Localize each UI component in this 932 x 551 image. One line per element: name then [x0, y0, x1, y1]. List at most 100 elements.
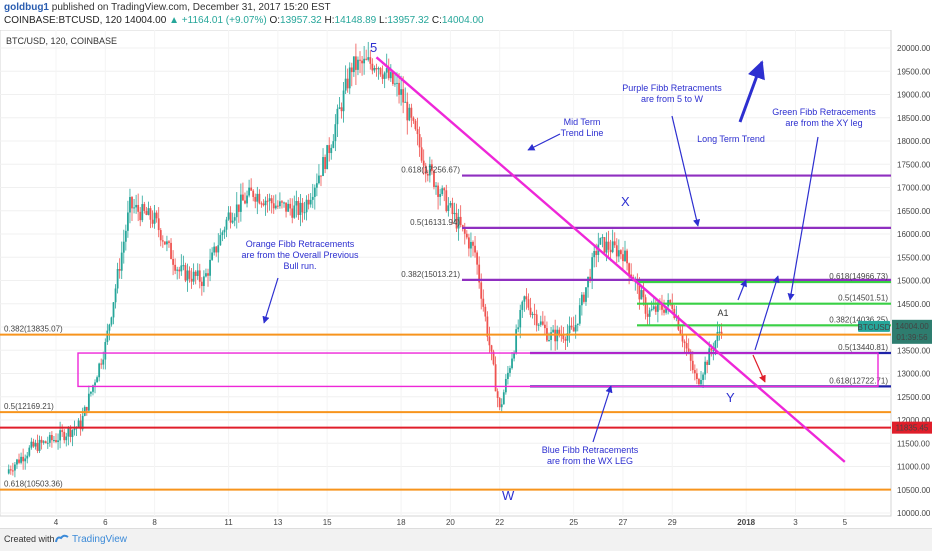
candle-body: [161, 240, 164, 242]
candle-body: [348, 67, 351, 89]
candle-body: [480, 282, 483, 299]
candle-body: [375, 67, 378, 70]
candle-body: [509, 368, 511, 373]
y-tick-label: 17000.00: [897, 184, 931, 193]
candle-body: [239, 194, 242, 212]
candle-body: [274, 205, 277, 209]
candle-body: [178, 269, 181, 272]
x-tick-label: 29: [668, 518, 677, 527]
candle-body: [572, 327, 575, 332]
candle-body: [301, 202, 304, 213]
candle-body: [293, 205, 296, 218]
candle-body: [622, 254, 624, 262]
fib-label-blue: 0.5(13440.81): [838, 343, 888, 352]
wave-label-5: 5: [370, 40, 377, 55]
candle-body: [153, 212, 156, 224]
annotation-trend: Trend Line: [561, 128, 604, 138]
fib-label-orange: 0.382(13835.07): [4, 325, 63, 334]
x-tick-label: 18: [397, 518, 406, 527]
candle-body: [38, 439, 41, 451]
price-chart[interactable]: BTC/USD, 120, COINBASE 0.382(13835.07)0.…: [0, 30, 932, 528]
candle-body: [369, 57, 372, 64]
fib-label-purple: 0.618(17256.67): [401, 166, 460, 175]
candle-body: [96, 377, 98, 383]
candle-body: [355, 56, 357, 70]
candle-body: [492, 351, 495, 365]
candle-body: [24, 458, 27, 462]
candle-body: [85, 406, 88, 411]
x-tick-label: 22: [495, 518, 504, 527]
open-value: 13957.32: [280, 15, 322, 26]
candle-body: [336, 108, 339, 125]
candle-body: [400, 89, 402, 95]
candle-body: [328, 145, 331, 154]
candle-body: [299, 202, 302, 215]
candle-body: [262, 203, 265, 206]
candle-body: [223, 229, 226, 233]
close-label: C:: [431, 15, 442, 26]
y-axis: 10000.00 10500.00 11000.00 11500.00 12000.00…: [892, 44, 932, 518]
publish-line: goldbug1 published on TradingView.com, D…: [4, 2, 331, 13]
candle-body: [650, 308, 653, 311]
candle-body: [459, 216, 462, 226]
candle-body: [79, 420, 82, 430]
candle-body: [543, 324, 546, 329]
y-tick-label: 12000.00: [897, 416, 931, 425]
candle-body: [215, 246, 218, 253]
candle-body: [151, 219, 154, 224]
arrow-blue: [592, 385, 613, 443]
ticker-tag-label: BTCUSD: [858, 323, 891, 332]
fib-label-orange: 0.618(10503.36): [4, 480, 63, 489]
candle-body: [170, 242, 172, 259]
candle-body: [229, 212, 232, 223]
candle-body: [412, 117, 415, 121]
candle-body: [513, 352, 515, 359]
candle-body: [422, 160, 425, 166]
candle-body: [248, 187, 250, 196]
candle-body: [100, 363, 103, 365]
chart-title: BTC/USD, 120, COINBASE: [6, 36, 117, 46]
candle-body: [270, 198, 273, 204]
candle-body: [595, 250, 598, 255]
candle-body: [564, 339, 567, 341]
candle-body: [16, 459, 18, 465]
candle-body: [704, 361, 707, 375]
candle-body: [219, 235, 222, 246]
candle-body: [379, 68, 382, 75]
candle-body: [90, 391, 92, 394]
annotation-orange: are from the Overall Previous: [241, 250, 359, 260]
candle-body: [552, 329, 555, 333]
candle-body: [706, 361, 709, 365]
candle-body: [196, 270, 199, 276]
candle-body: [137, 204, 140, 212]
candle-body: [65, 436, 68, 441]
fib-label-green: 0.382(14036.25): [829, 315, 888, 324]
y-tick-label: 18500.00: [897, 114, 931, 123]
tradingview-link[interactable]: TradingView: [72, 534, 128, 545]
candle-body: [646, 313, 649, 317]
candle-body: [383, 72, 386, 79]
arrow-up-2: [754, 275, 780, 351]
candle-body: [367, 57, 370, 60]
x-tick-label: 20: [446, 518, 455, 527]
candle-body: [22, 456, 25, 462]
candle-body: [677, 316, 680, 330]
publish-info: published on TradingView.com, December 3…: [51, 2, 331, 13]
candle-body: [53, 440, 55, 442]
candle-body: [426, 173, 429, 176]
candle-body: [145, 210, 148, 215]
candle-body: [463, 227, 466, 234]
candle-body: [350, 67, 353, 73]
fib-levels: 0.382(13835.07) 0.5(12169.21) 0.618(10503.…: [0, 166, 891, 491]
candle-body: [313, 187, 316, 197]
candle-body: [381, 74, 384, 79]
y-tick-label: 10000.00: [897, 509, 931, 518]
candle-body: [683, 341, 686, 344]
candle-body: [365, 58, 368, 60]
author-link[interactable]: goldbug1: [4, 2, 49, 13]
candle-body: [174, 264, 177, 271]
candle-body: [242, 194, 244, 201]
candle-body: [264, 200, 267, 206]
candle-body: [57, 440, 59, 443]
candle-body: [363, 58, 366, 64]
